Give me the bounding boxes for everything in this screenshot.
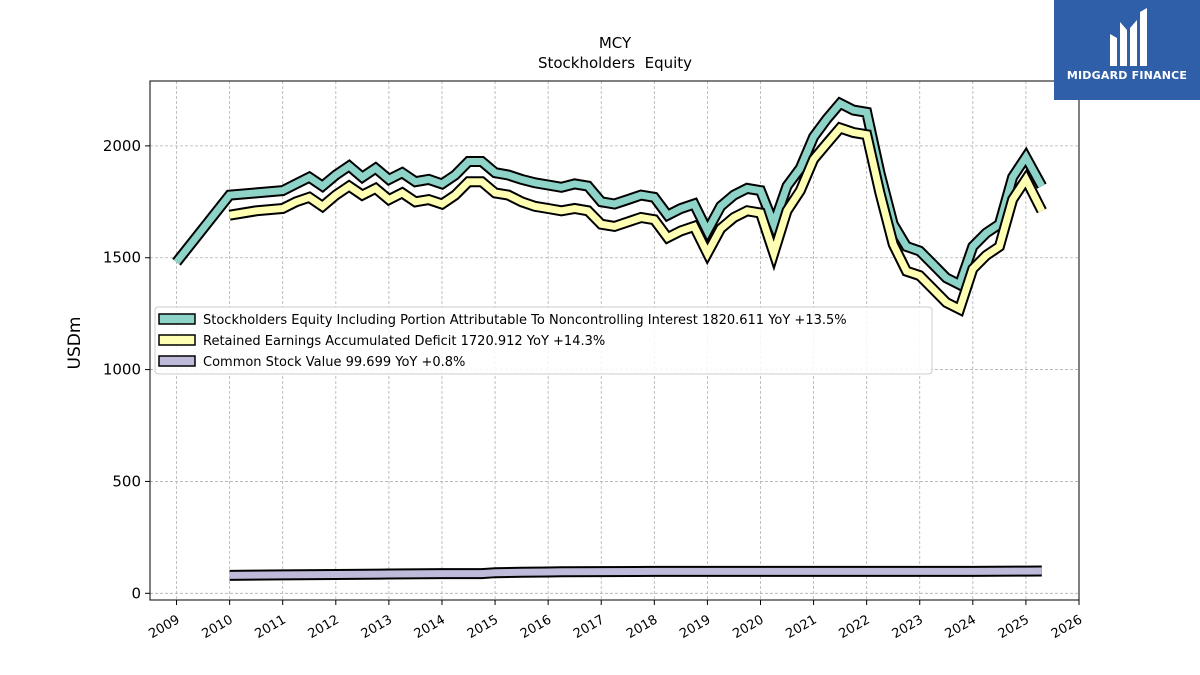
x-tick-label: 2020 [730,612,766,642]
y-tick-label: 2000 [103,137,141,155]
brand-logo: MIDGARD FINANCE [1054,0,1200,100]
x-tick-label: 2015 [465,612,501,642]
series-line [229,565,1042,581]
legend-swatch [158,313,196,325]
x-tick-label: 2016 [518,612,554,642]
x-tick-label: 2019 [677,612,713,642]
legend-label: Retained Earnings Accumulated Deficit 17… [203,334,605,349]
midgard-logo-icon [1110,8,1147,66]
y-tick-label: 0 [131,584,141,602]
series-line-stroke [173,99,1045,290]
series-layer [172,96,1047,581]
chart-subtitle: Stockholders Equity [538,54,692,72]
grid [150,81,1080,600]
x-tick-label: 2024 [943,612,979,642]
x-tick-label: 2025 [996,612,1032,642]
legend-label: Stockholders Equity Including Portion At… [203,313,847,328]
y-tick-label: 1000 [103,361,141,379]
x-tick-label: 2011 [253,612,289,642]
x-tick-label: 2012 [306,612,342,642]
y-tick-label: 1500 [103,249,141,267]
brand-name: MIDGARD FINANCE [1066,69,1188,82]
y-tick-label: 500 [112,472,141,490]
x-tick-label: 2017 [571,612,607,642]
legend-label: Common Stock Value 99.699 YoY +0.8% [203,355,465,370]
legend-swatch [158,355,196,367]
x-tick-label: 2014 [412,612,448,642]
x-axis: 2009 2010 2011 2012 2013 2014 2015 2016 2017 2018… [146,600,1085,642]
y-axis-label: USDm [65,317,85,370]
x-tick-label: 2023 [890,612,926,642]
series-line [228,121,1047,317]
legend: Stockholders Equity Including Portion At… [154,306,933,375]
x-tick-label: 2010 [199,612,235,642]
plot-frame [149,80,1080,601]
series-line-stroke [229,123,1045,315]
legend-frame [154,306,933,375]
legend-swatch [158,334,196,346]
x-tick-label: 2021 [783,612,819,642]
series-line [172,96,1047,293]
x-tick-label: 2022 [836,612,872,642]
x-tick-label: 2013 [359,612,395,642]
x-tick-label: 2026 [1049,612,1085,642]
chart-title: MCY [599,34,632,52]
series-line-stroke [229,567,1042,579]
x-tick-label: 2009 [146,612,182,642]
y-axis: 0 500 1000 1500 2000 [103,137,150,602]
x-tick-label: 2018 [624,612,660,642]
